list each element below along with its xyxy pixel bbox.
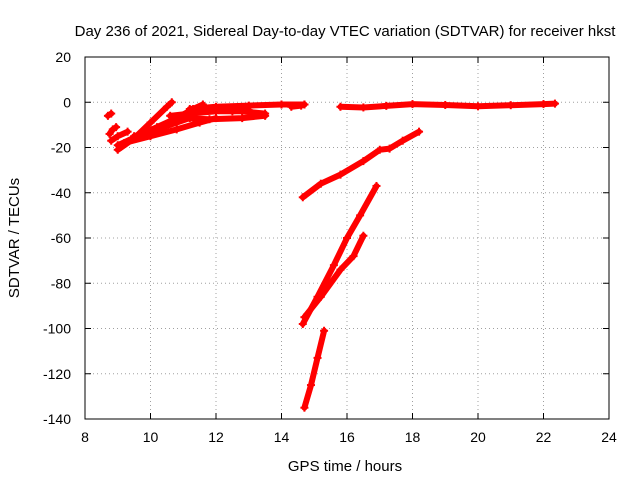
y-tick-label: -60 bbox=[51, 230, 71, 246]
data-point bbox=[320, 326, 329, 335]
x-tick-label: 16 bbox=[339, 429, 355, 445]
axis-ticks: 8 10 12 14 16 18 20 22 24 -140 -120 -100 -80 -60 -40 -2… bbox=[43, 49, 617, 445]
data-track-track-11 bbox=[190, 106, 252, 115]
data-point bbox=[550, 99, 559, 108]
data-point bbox=[359, 157, 368, 166]
data-point bbox=[474, 102, 482, 111]
data-point bbox=[277, 100, 286, 109]
data-point bbox=[107, 136, 116, 145]
data-point bbox=[205, 115, 214, 124]
data-point bbox=[349, 252, 358, 261]
data-point bbox=[441, 100, 450, 109]
data-point bbox=[336, 170, 345, 179]
data-point bbox=[120, 138, 129, 147]
data-point bbox=[153, 125, 162, 134]
y-tick-label: -140 bbox=[43, 411, 71, 427]
data-point bbox=[189, 107, 198, 116]
data-point bbox=[172, 118, 181, 127]
x-tick-label: 8 bbox=[81, 429, 89, 445]
data-point bbox=[336, 102, 345, 111]
data-point bbox=[112, 123, 121, 132]
data-point bbox=[261, 111, 270, 120]
data-point bbox=[336, 265, 345, 274]
data-track-track-14 bbox=[299, 128, 422, 201]
y-tick-label: -40 bbox=[51, 185, 71, 201]
data-point bbox=[359, 231, 368, 240]
data-point bbox=[398, 136, 407, 145]
x-tick-label: 22 bbox=[536, 429, 552, 445]
data-point bbox=[162, 102, 171, 111]
data-track-track-10 bbox=[180, 112, 269, 123]
data-point bbox=[228, 107, 237, 116]
y-axis-label: SDTVAR / TECUs bbox=[6, 178, 23, 298]
data-point bbox=[238, 114, 247, 123]
x-tick-label: 14 bbox=[274, 429, 290, 445]
data-point bbox=[298, 319, 307, 328]
data-point bbox=[166, 111, 175, 120]
data-point bbox=[167, 98, 176, 107]
x-axis-label: GPS time / hours bbox=[288, 458, 402, 475]
x-tick-label: 24 bbox=[601, 429, 617, 445]
data-point bbox=[244, 106, 253, 115]
data-point bbox=[123, 127, 132, 136]
data-point bbox=[300, 313, 309, 322]
data-point bbox=[306, 381, 315, 390]
data-point bbox=[356, 211, 365, 220]
data-point bbox=[113, 132, 122, 141]
data-point bbox=[146, 118, 155, 127]
data-point bbox=[375, 145, 384, 154]
y-tick-label: -100 bbox=[43, 321, 71, 337]
data-point bbox=[113, 141, 122, 150]
data-point bbox=[385, 144, 394, 153]
data-track-track-16 bbox=[301, 232, 367, 321]
data-track-track-17 bbox=[301, 327, 328, 411]
x-tick-label: 12 bbox=[208, 429, 224, 445]
data-point bbox=[408, 100, 417, 109]
data-point bbox=[179, 114, 188, 123]
data-point bbox=[105, 129, 114, 138]
plot-area bbox=[103, 98, 559, 412]
data-point bbox=[287, 102, 296, 111]
y-tick-label: -20 bbox=[51, 140, 71, 156]
y-tick-label: -80 bbox=[51, 275, 71, 291]
data-point bbox=[329, 261, 338, 270]
data-point bbox=[298, 193, 307, 202]
x-tick-label: 20 bbox=[470, 429, 486, 445]
y-tick-label: 20 bbox=[55, 49, 71, 65]
data-point bbox=[539, 100, 548, 109]
data-point bbox=[107, 109, 116, 118]
data-point bbox=[415, 127, 424, 136]
data-point bbox=[313, 353, 322, 362]
data-point bbox=[130, 132, 139, 141]
data-point bbox=[372, 181, 381, 190]
y-tick-label: 0 bbox=[63, 94, 71, 110]
data-point bbox=[300, 403, 309, 412]
data-point bbox=[506, 101, 515, 110]
chart-title: Day 236 of 2021, Sidereal Day-to-day VTE… bbox=[75, 23, 617, 40]
grid bbox=[85, 57, 609, 419]
data-point bbox=[205, 105, 214, 114]
data-point bbox=[172, 125, 181, 134]
data-point bbox=[382, 101, 391, 110]
data-point bbox=[359, 103, 368, 112]
y-tick-label: -120 bbox=[43, 366, 71, 382]
data-point bbox=[316, 292, 325, 301]
data-point bbox=[343, 234, 351, 242]
x-tick-label: 10 bbox=[143, 429, 159, 445]
data-point bbox=[300, 100, 309, 109]
x-tick-label: 18 bbox=[405, 429, 421, 445]
data-point bbox=[316, 179, 325, 188]
